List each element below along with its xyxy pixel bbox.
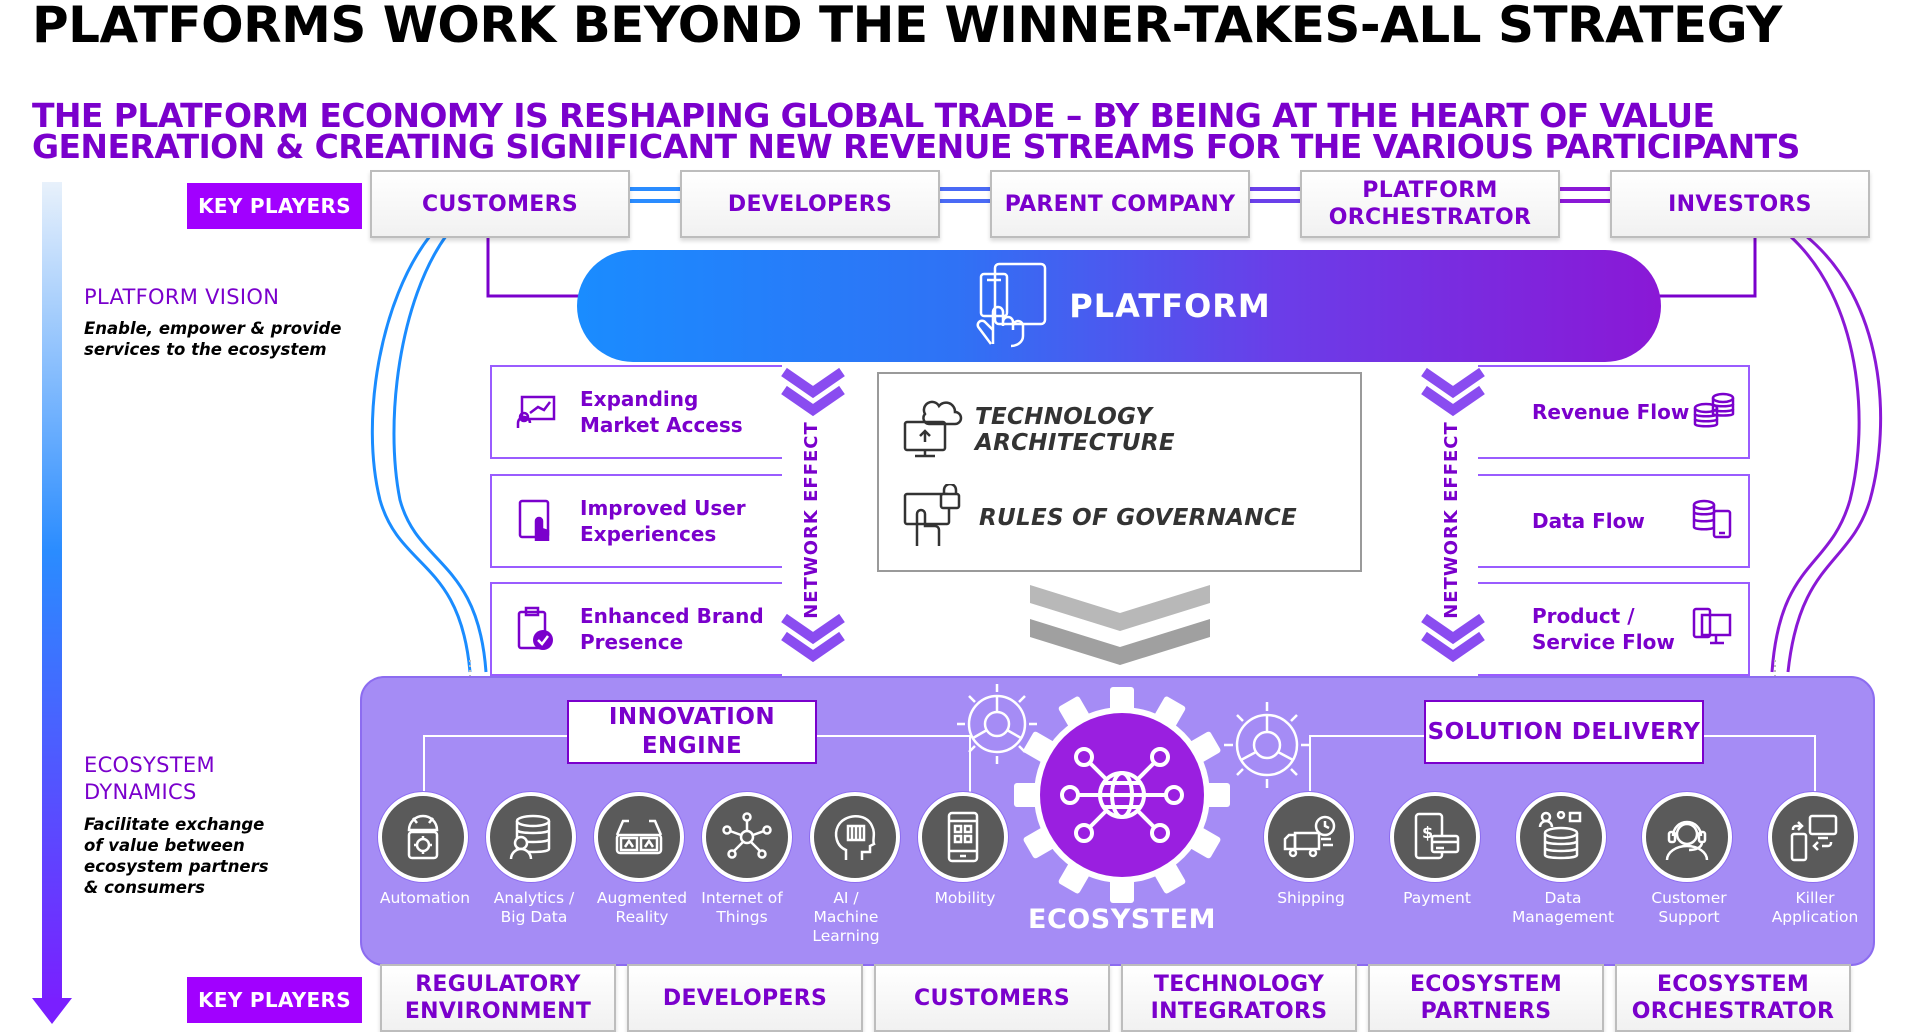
player-parent-company: PARENT COMPANY [990,170,1250,238]
ar-glasses-icon [594,792,684,882]
svg-text:$: $ [1422,823,1433,842]
player-customers-bottom: CUSTOMERS [874,964,1110,1032]
clipboard-check-icon [492,606,580,652]
capability-label: Mobility [934,889,996,907]
governance-label: RULES OF GOVERNANCE [979,505,1298,531]
touch-tablet-icon [492,499,580,543]
database-user-icon [486,792,576,882]
feature-label: Expanding Market Access [580,387,743,437]
platform-label: PLATFORM [1069,287,1271,325]
feature-label: Improved User Experiences [580,496,746,546]
tech-architecture-row: TECHNOLOGY ARCHITECTURE [903,396,1360,464]
page-subtitle: THE PLATFORM ECONOMY IS RESHAPING GLOBAL… [32,96,1800,166]
gear-icon [957,684,1037,764]
platform-vision-heading: PLATFORM VISION [84,285,280,309]
capability-label: Payment [1403,889,1471,907]
truck-icon [1264,792,1354,882]
mobile-payment-icon: $ [1390,792,1480,882]
feature-label: Enhanced Brand Presence [580,604,764,654]
capability-data-management [1516,792,1610,882]
player-ecosystem-partners: ECOSYSTEM PARTNERS [1368,964,1604,1032]
player-technology-integrators: TECHNOLOGY INTEGRATORS [1121,964,1357,1032]
ecosystem-hub-icon [1014,687,1230,903]
network-effect-text: NETWORK EFFECT [1440,421,1462,619]
capability-shipping [1264,792,1358,882]
platform-banner: PLATFORM [577,250,1661,362]
player-developers: DEVELOPERS [680,170,940,238]
capability-label: Analytics / Big Data [493,889,575,926]
flow-arrow [32,182,72,1032]
innovation-engine-label: INNOVATION ENGINE [567,700,817,764]
feature-brand-presence: Enhanced Brand Presence [490,582,782,676]
devices-icon [1692,607,1734,651]
platform-vision-description: Enable, empower & provide services to th… [84,319,342,359]
key-players-tag-top: KEY PLAYERS [187,183,362,229]
capability-augmented-reality [594,792,688,882]
feature-market-access: Expanding Market Access [490,365,782,459]
database-mobile-icon [1692,499,1734,543]
gear-icon [1224,702,1310,788]
capability-payment: $ [1390,792,1484,882]
presentation-icon [492,395,580,429]
capability-label: Customer Support [1651,889,1727,926]
governance-box: TECHNOLOGY ARCHITECTURE RULES OF GOVERNA… [877,372,1362,572]
player-ecosystem-orchestrator: ECOSYSTEM ORCHESTRATOR [1615,964,1851,1032]
feature-label: Product / Service Flow [1532,604,1675,654]
player-platform-orchestrator: PLATFORM ORCHESTRATOR [1300,170,1560,238]
touch-devices-icon [967,260,1051,352]
network-effect-arrows-right [1421,367,1485,663]
network-effect-arrows-left [781,367,845,663]
network-effect-text: NETWORK EFFECT [800,421,822,619]
touch-lock-icon [903,482,963,552]
player-customers: CUSTOMERS [370,170,630,238]
ecosystem-dynamics-description: Facilitate exchange of value between eco… [84,815,269,897]
solution-delivery-label: SOLUTION DELIVERY [1424,700,1704,764]
capability-label: Augmented Reality [596,889,688,926]
network-nodes-icon [702,792,792,882]
network-effect-label-right: NETWORK EFFECT [1353,421,1553,619]
capability-label: Shipping [1277,889,1345,907]
coins-icon [1692,390,1736,434]
center-down-arrows [1030,585,1210,665]
app-devices-icon [1768,792,1858,882]
capability-iot [702,792,796,882]
player-investors: INVESTORS [1610,170,1870,238]
capability-label: AI / Machine Learning [812,889,880,945]
feature-label: Data Flow [1532,509,1645,533]
capability-ai [810,792,904,882]
capability-customer-support [1642,792,1736,882]
player-regulatory-environment: REGULATORY ENVIRONMENT [380,964,616,1032]
feature-product-service-flow: Product / Service Flow [1478,582,1750,676]
capability-killer-application [1768,792,1862,882]
panel-connectors [423,735,1816,794]
feature-label: Revenue Flow [1532,400,1690,424]
mobile-phone-icon [918,792,1008,882]
tech-architecture-label: TECHNOLOGY ARCHITECTURE [975,404,1175,456]
feature-revenue-flow: Revenue Flow [1478,365,1750,459]
feature-data-flow: Data Flow [1478,474,1750,568]
capability-label: Data Management [1511,889,1615,926]
ecosystem-label-wrap: ECOSYSTEM [1012,904,1232,935]
ecosystem-label: ECOSYSTEM [1028,904,1216,935]
player-developers-bottom: DEVELOPERS [627,964,863,1032]
android-gear-icon [378,792,468,882]
capability-mobility [918,792,1012,882]
governance-row: RULES OF GOVERNANCE [903,482,1298,552]
data-stack-icon [1516,792,1606,882]
ai-head-icon [810,792,900,882]
capability-label: Internet of Things [701,889,783,926]
capability-analytics [486,792,580,882]
capability-label: Automation [379,889,471,907]
capability-automation [378,792,472,882]
cloud-computer-icon [903,396,963,464]
capability-label: Killer Application [1771,889,1859,926]
headset-icon [1642,792,1732,882]
ecosystem-dynamics-heading: ECOSYSTEM DYNAMICS [84,753,215,804]
page-title: PLATFORMS WORK BEYOND THE WINNER-TAKES-A… [32,0,1782,54]
feature-user-experiences: Improved User Experiences [490,474,782,568]
key-players-tag-bottom: KEY PLAYERS [187,977,362,1023]
